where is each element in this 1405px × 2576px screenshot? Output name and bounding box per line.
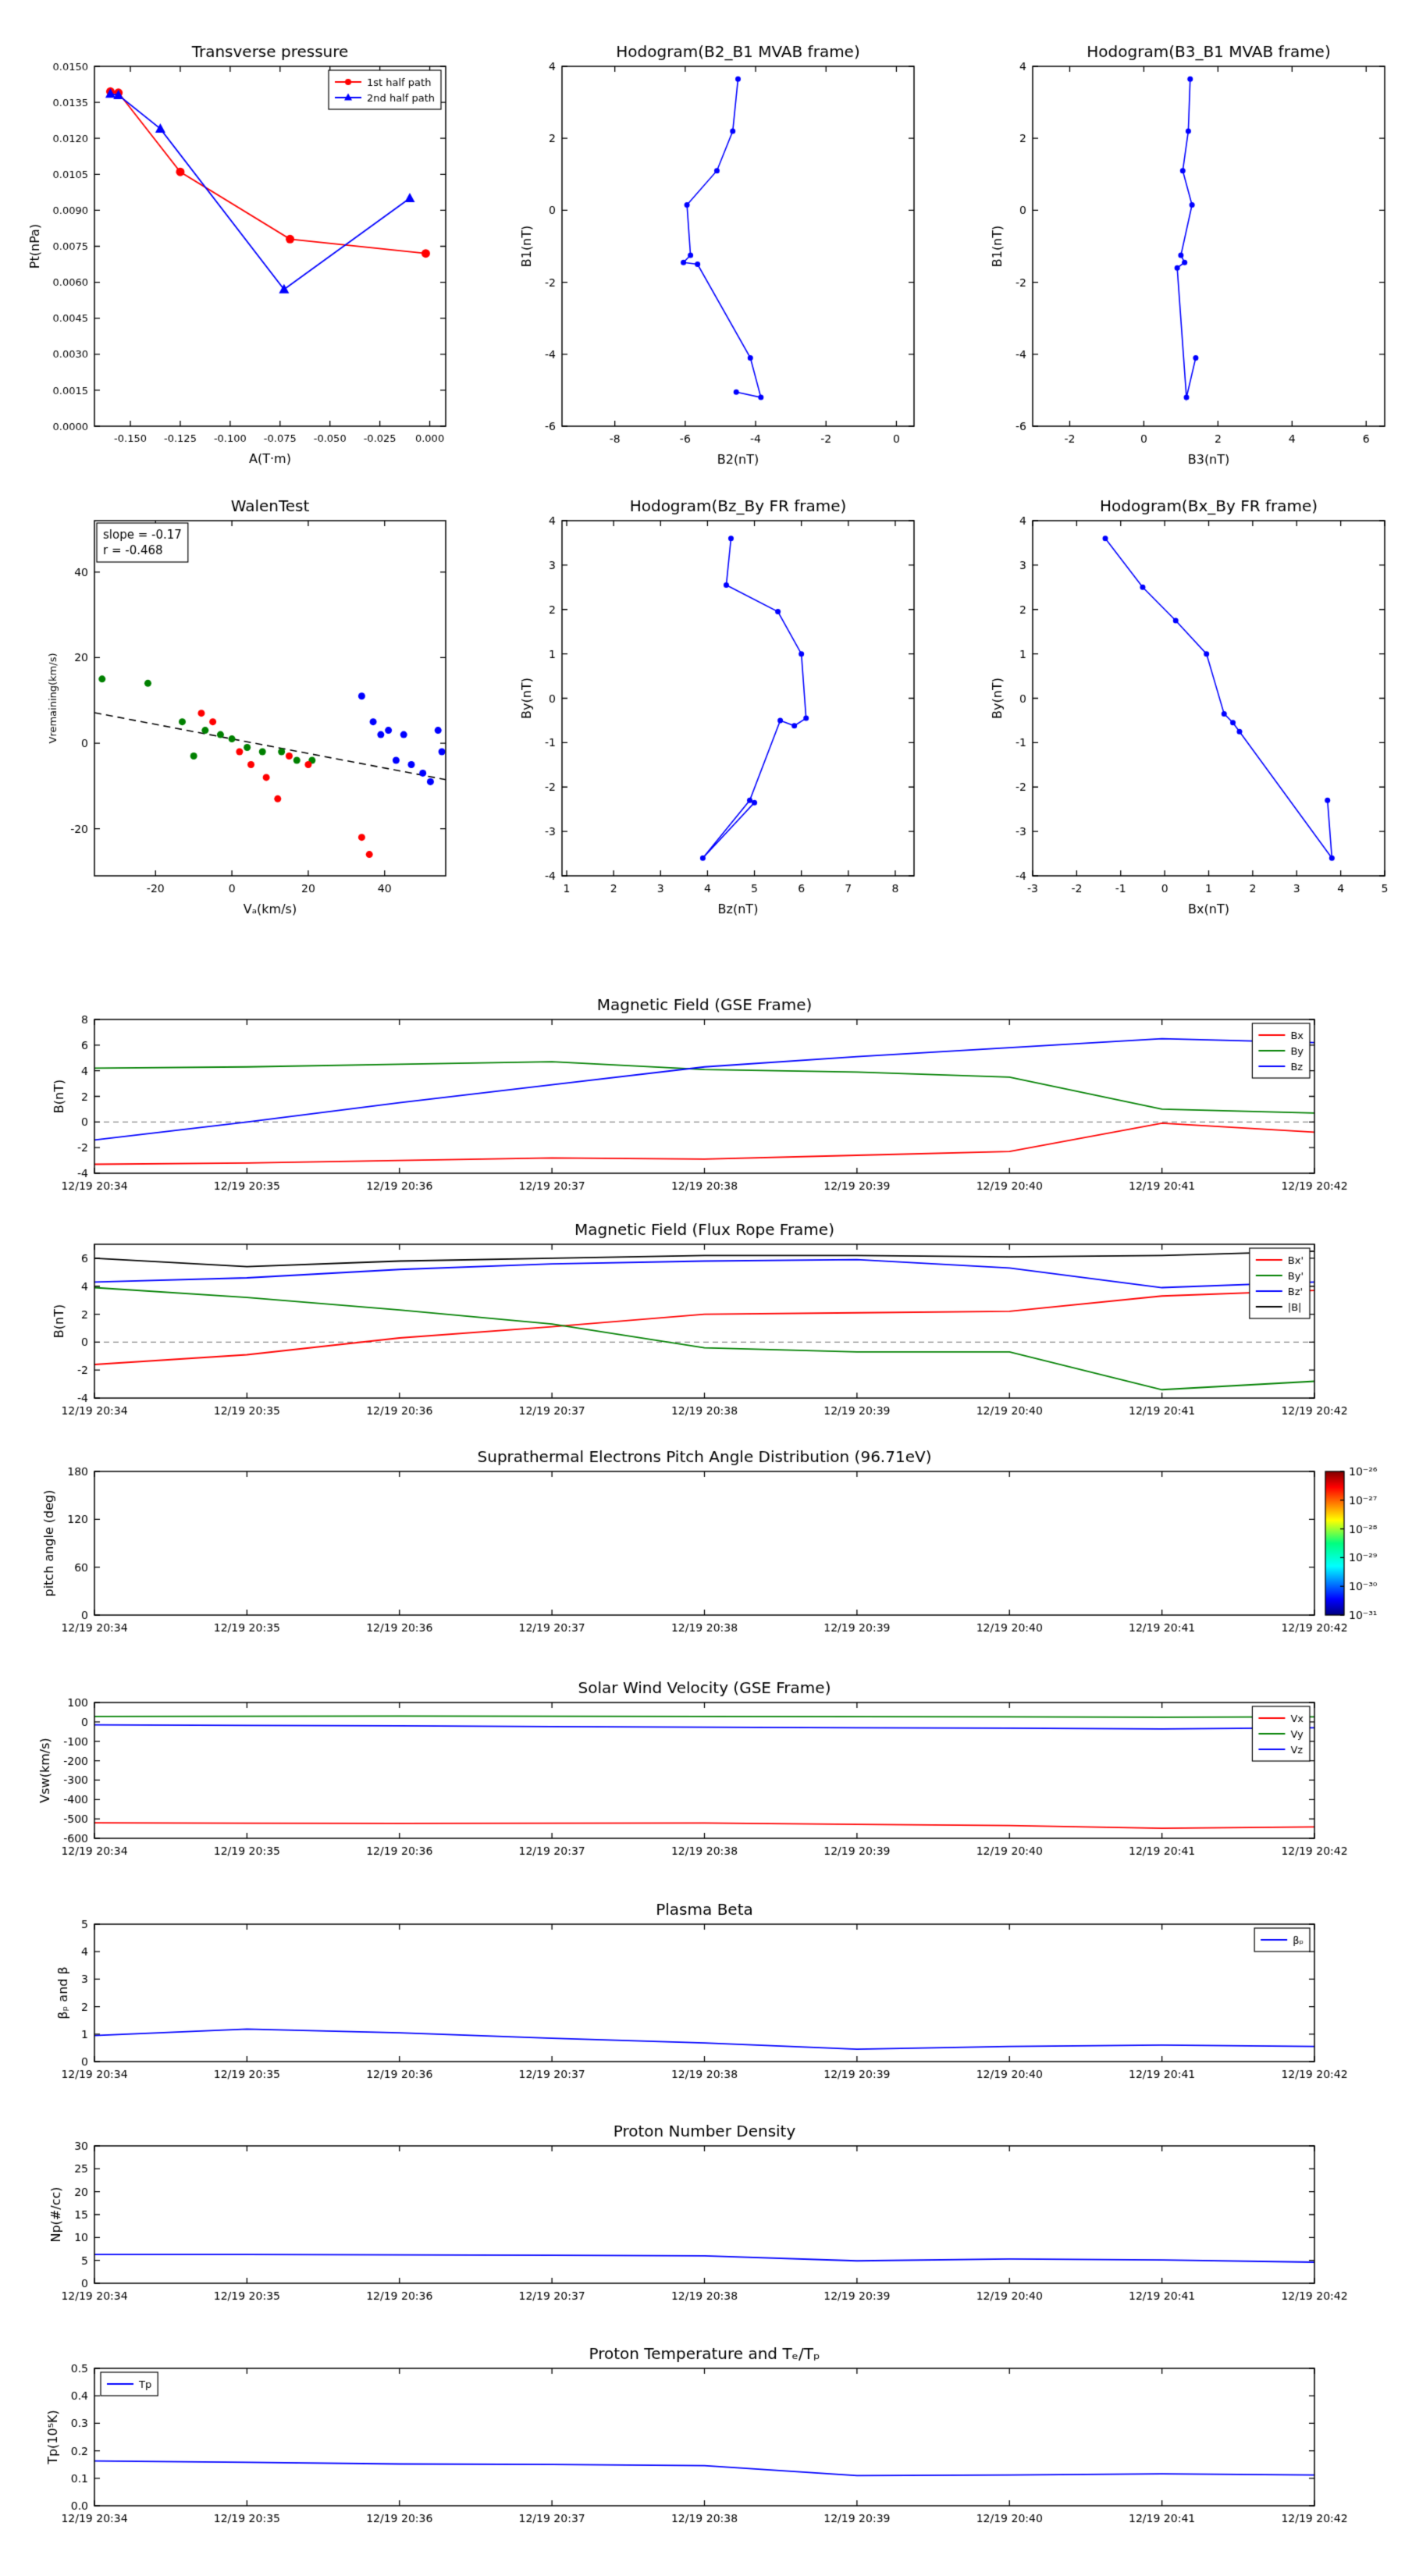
chart-plasma-beta [0,1881,1405,2108]
chart-hodogram-b2-b1 [468,0,937,484]
chart-electron-pitch-angle [0,1429,1405,1655]
chart-solar-wind-velocity [0,1655,1405,1881]
chart-hodogram-b3-b1 [937,0,1405,484]
chart-proton-temperature [0,2334,1405,2576]
chart-walen-test [0,484,468,968]
chart-proton-density [0,2108,1405,2334]
chart-magnetic-field-gse [0,976,1405,1202]
chart-magnetic-field-flux-rope [0,1202,1405,1429]
chart-transverse-pressure [0,0,468,484]
chart-hodogram-bx-by [937,484,1405,968]
chart-hodogram-bz-by [468,484,937,968]
